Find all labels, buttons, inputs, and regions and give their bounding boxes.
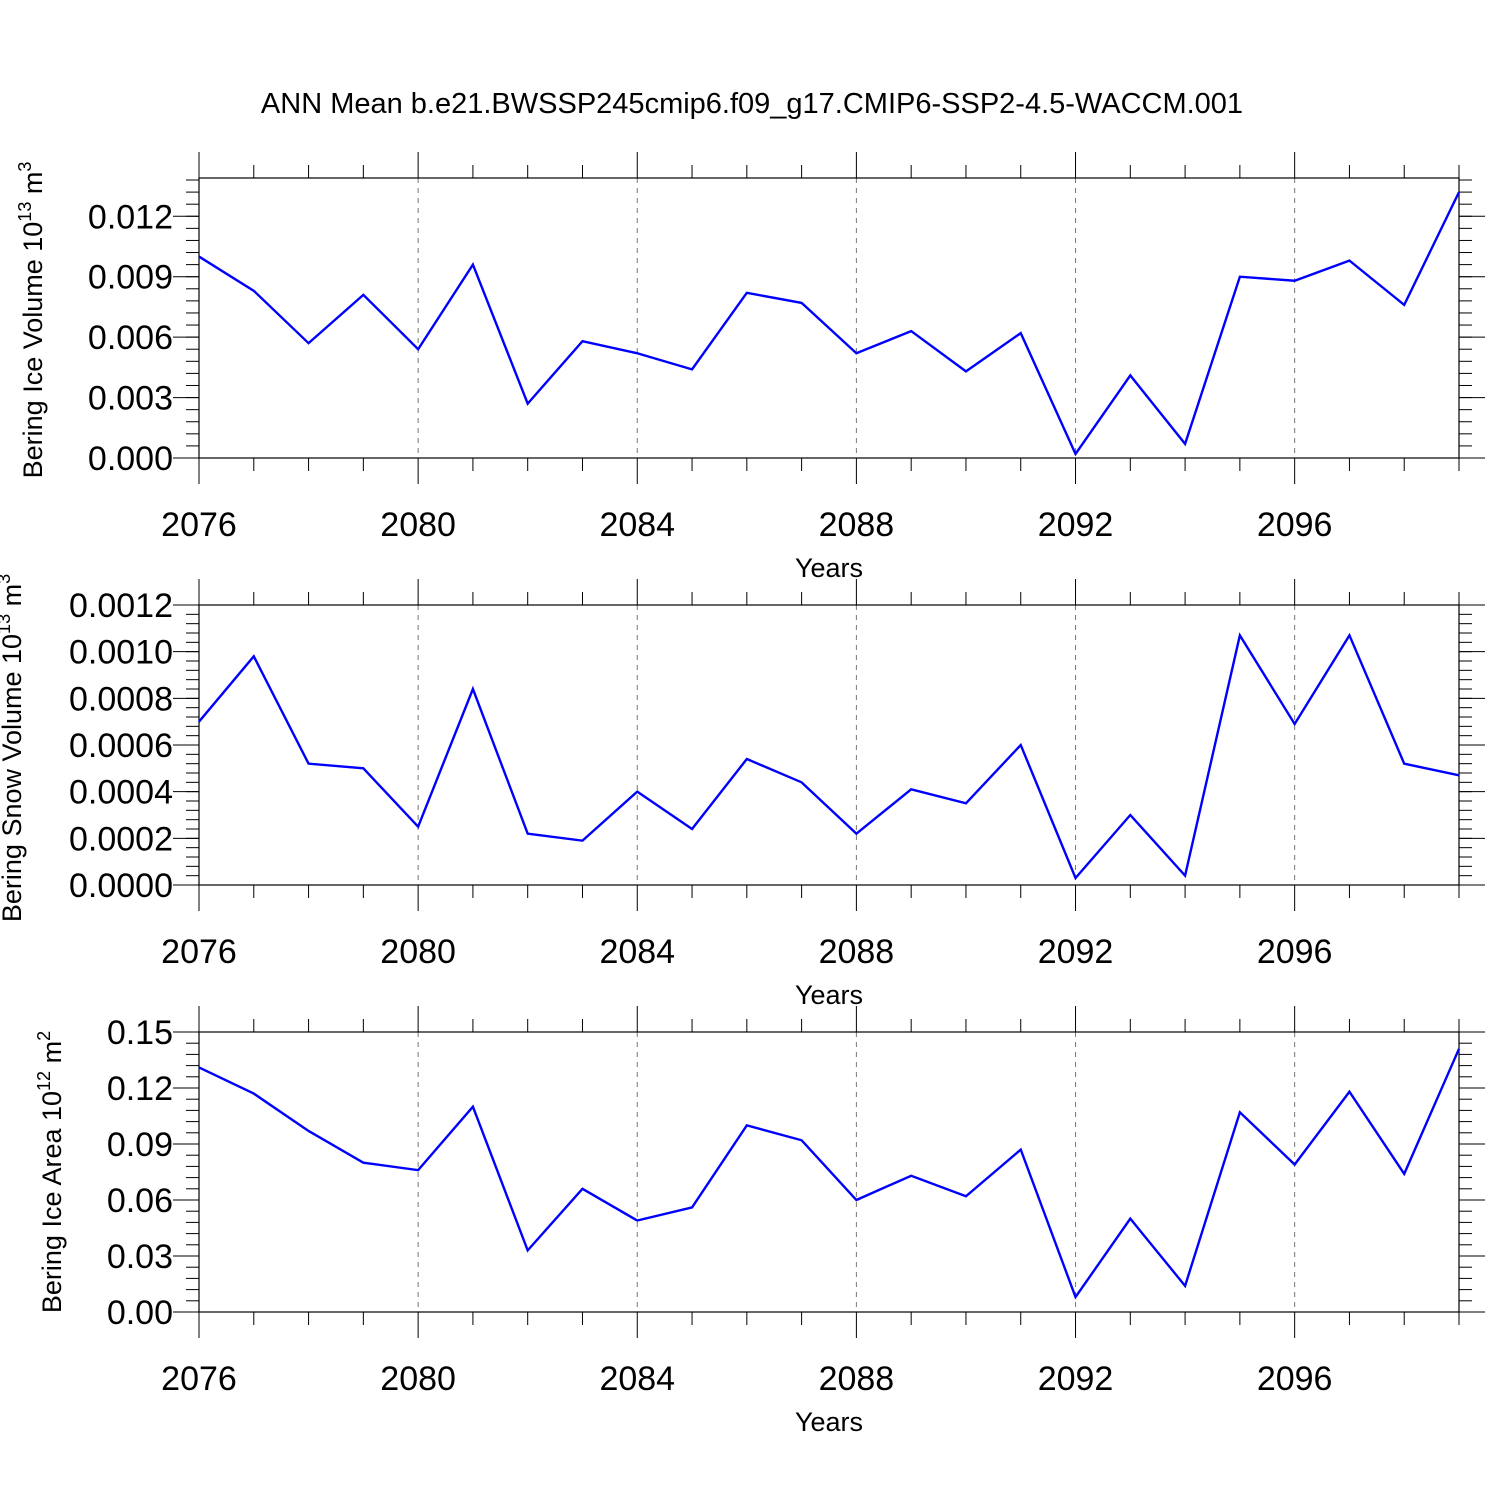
y-tick-label: 0.012 xyxy=(88,198,173,236)
plot-frame xyxy=(198,604,1460,886)
y-axis-label-unit: m xyxy=(37,1041,67,1071)
panel-2: 2076 2080 2084 2088 2092 2096 Years 0.0000 0.000… xyxy=(0,574,1485,1010)
x-tick-label: 2088 xyxy=(819,1360,895,1398)
y-tick-label: 0.000 xyxy=(88,440,173,478)
panel-1: 2076 2080 2084 2088 2092 2096 Years 0.000 0.003 0… xyxy=(15,152,1485,583)
x-tick-label: 2084 xyxy=(599,1360,675,1398)
y-tick-label: 0.0006 xyxy=(69,727,173,765)
x-axis-label: Years xyxy=(795,980,863,1010)
y-axis-label-main: Bering Ice Area 10 xyxy=(37,1091,67,1313)
plot-frame xyxy=(198,177,1460,459)
x-tick-label: 2084 xyxy=(599,933,675,971)
y-axis-label-unit-exponent: 3 xyxy=(15,162,35,172)
x-tick-label: 2092 xyxy=(1038,506,1114,544)
y-axis-label: Bering Snow Volume 1013 m3 xyxy=(0,574,27,922)
y-axis-label-unit: m xyxy=(0,584,27,614)
x-tick-label: 2080 xyxy=(380,506,456,544)
x-tick-label: 2096 xyxy=(1257,1360,1333,1398)
y-tick-label: 0.0010 xyxy=(69,634,173,672)
y-tick-label: 0.15 xyxy=(107,1014,173,1052)
x-tick-label: 2092 xyxy=(1038,1360,1114,1398)
y-axis-label-exponent: 12 xyxy=(34,1071,54,1091)
y-axis-label: Bering Ice Area 1012 m2 xyxy=(34,1031,67,1313)
chart-title: ANN Mean b.e21.BWSSP245cmip6.f09_g17.CMI… xyxy=(261,88,1243,120)
y-tick-label: 0.003 xyxy=(88,380,173,418)
x-tick-label: 2088 xyxy=(819,933,895,971)
x-axis-label: Years xyxy=(795,1407,863,1437)
y-tick-label: 0.0012 xyxy=(69,587,173,625)
x-tick-label: 2088 xyxy=(819,506,895,544)
series-line xyxy=(198,1048,1461,1300)
plot-frame xyxy=(198,1031,1460,1313)
y-tick-label: 0.0002 xyxy=(69,820,173,858)
y-tick-label: 0.03 xyxy=(107,1238,173,1276)
x-axis-label: Years xyxy=(795,553,863,583)
x-tick-label: 2080 xyxy=(380,1360,456,1398)
y-tick-label: 0.009 xyxy=(88,259,173,297)
x-tick-label: 2080 xyxy=(380,933,456,971)
x-tick-label: 2076 xyxy=(161,933,237,971)
y-axis-label: Bering Ice Volume 1013 m3 xyxy=(15,162,48,479)
y-tick-label: 0.0008 xyxy=(69,680,173,718)
x-tick-label: 2096 xyxy=(1257,933,1333,971)
y-tick-label: 0.06 xyxy=(107,1182,173,1220)
y-tick-label: 0.12 xyxy=(107,1070,173,1108)
y-tick-label: 0.0004 xyxy=(69,774,173,812)
y-axis-label-unit: m xyxy=(18,172,48,202)
y-axis-label-main: Bering Ice Volume 10 xyxy=(18,222,48,479)
x-tick-label: 2076 xyxy=(161,1360,237,1398)
x-tick-label: 2096 xyxy=(1257,506,1333,544)
y-axis-label-unit-exponent: 2 xyxy=(34,1031,54,1041)
y-tick-label: 0.00 xyxy=(107,1294,173,1332)
y-axis-label-exponent: 13 xyxy=(15,202,35,222)
x-tick-label: 2076 xyxy=(161,506,237,544)
series-line xyxy=(198,191,1461,457)
x-tick-label: 2092 xyxy=(1038,933,1114,971)
x-tick-label: 2084 xyxy=(599,506,675,544)
series-line xyxy=(198,632,1460,881)
y-axis-label-unit-exponent: 3 xyxy=(0,574,14,584)
y-axis-label-exponent: 13 xyxy=(0,614,14,634)
panels: 2076 2080 2084 2088 2092 2096Years0.0000.0030… xyxy=(0,152,1485,1437)
y-tick-label: 0.09 xyxy=(107,1126,173,1164)
y-tick-label: 0.006 xyxy=(88,319,173,357)
y-axis-label-main: Bering Snow Volume 10 xyxy=(0,634,27,922)
y-tick-label: 0.0000 xyxy=(69,867,173,905)
panel-3: 2076 2080 2084 2088 2092 2096 Years 0.00 0.03 0.0… xyxy=(34,1006,1485,1437)
